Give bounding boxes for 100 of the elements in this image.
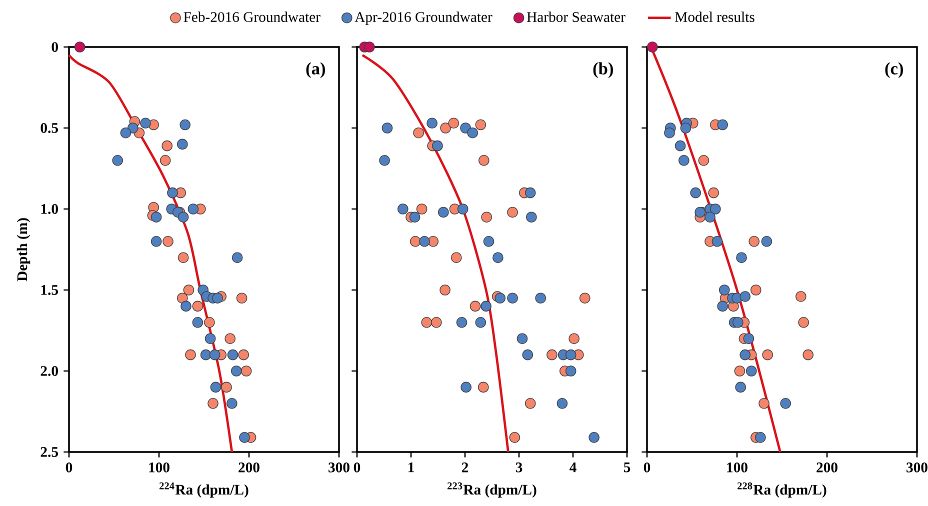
point xyxy=(204,317,215,328)
point xyxy=(750,284,762,296)
point xyxy=(680,122,692,134)
point xyxy=(524,398,536,409)
point xyxy=(588,432,600,443)
point xyxy=(382,122,393,134)
point xyxy=(413,127,424,138)
point xyxy=(480,300,492,312)
x-tick-label: 5 xyxy=(624,462,630,472)
point xyxy=(150,212,162,223)
annotation: (a) xyxy=(306,62,325,78)
point xyxy=(379,154,390,166)
point xyxy=(546,349,558,360)
legend-label: Harbor Seawater xyxy=(526,12,626,22)
x-tick-label: 0 xyxy=(644,462,650,472)
point xyxy=(410,236,421,247)
y-tick-label: 1.0 xyxy=(41,204,58,214)
point xyxy=(416,204,428,214)
y-tick-label: 0 xyxy=(52,42,58,52)
point xyxy=(231,366,242,376)
point xyxy=(795,291,806,302)
point xyxy=(162,140,173,152)
point xyxy=(802,349,814,360)
point xyxy=(718,284,730,296)
point xyxy=(192,300,204,312)
point xyxy=(492,252,504,263)
point xyxy=(239,432,250,443)
point xyxy=(717,300,728,312)
x-tick-label: 100 xyxy=(149,462,170,472)
point xyxy=(698,154,710,166)
point xyxy=(678,154,690,166)
x-axis-title: $^{224}$Ra (dpm/L) xyxy=(160,482,248,498)
point xyxy=(112,154,124,166)
line-series xyxy=(68,54,234,454)
x-tick-label: 300 xyxy=(328,462,350,472)
point xyxy=(746,366,757,376)
point xyxy=(762,349,773,360)
point xyxy=(224,333,236,344)
point xyxy=(780,398,791,409)
point xyxy=(178,212,189,223)
point xyxy=(483,236,494,247)
point xyxy=(221,382,232,393)
point xyxy=(526,212,537,223)
x-tick-label: 0 xyxy=(354,462,360,472)
point xyxy=(674,140,686,152)
x-tick-label: 4 xyxy=(570,462,576,472)
y-axis-title: Depth (m) xyxy=(16,218,30,282)
point xyxy=(740,291,750,302)
point xyxy=(209,349,220,360)
point xyxy=(470,300,481,312)
point xyxy=(735,382,746,393)
point xyxy=(398,204,408,214)
point xyxy=(579,292,590,304)
point xyxy=(565,366,576,376)
point xyxy=(226,398,238,409)
point xyxy=(238,349,250,360)
y-tick-label: 2.5 xyxy=(40,447,58,457)
point xyxy=(708,187,720,198)
point xyxy=(185,349,196,360)
point xyxy=(507,292,518,304)
point xyxy=(232,252,243,263)
x-tick-label: 0 xyxy=(66,462,72,472)
point xyxy=(162,236,174,247)
point xyxy=(457,204,468,214)
point xyxy=(556,398,568,409)
point xyxy=(210,382,222,393)
point xyxy=(478,154,490,166)
point xyxy=(440,122,451,134)
point xyxy=(460,122,471,134)
point xyxy=(364,42,375,52)
point xyxy=(419,236,430,247)
point xyxy=(717,119,728,130)
legend-label: Model results xyxy=(675,12,754,22)
point xyxy=(704,212,716,223)
point xyxy=(475,317,486,328)
x-tick-label: 300 xyxy=(906,462,928,472)
point xyxy=(712,236,723,247)
point xyxy=(212,292,223,304)
point xyxy=(167,187,178,198)
point xyxy=(227,349,238,360)
point xyxy=(438,206,449,218)
point xyxy=(647,42,658,52)
point xyxy=(710,204,721,214)
point xyxy=(430,317,442,328)
point xyxy=(481,212,492,223)
point xyxy=(188,204,199,214)
point xyxy=(507,206,518,218)
point xyxy=(568,333,580,344)
point xyxy=(421,317,432,328)
point xyxy=(734,366,746,376)
x-tick-label: 200 xyxy=(238,462,260,472)
point xyxy=(522,349,534,360)
point xyxy=(183,284,194,296)
point xyxy=(535,292,546,304)
point xyxy=(428,236,439,247)
point xyxy=(450,252,462,263)
point xyxy=(664,127,675,138)
point xyxy=(192,317,204,328)
point xyxy=(180,300,192,312)
point xyxy=(475,119,486,130)
